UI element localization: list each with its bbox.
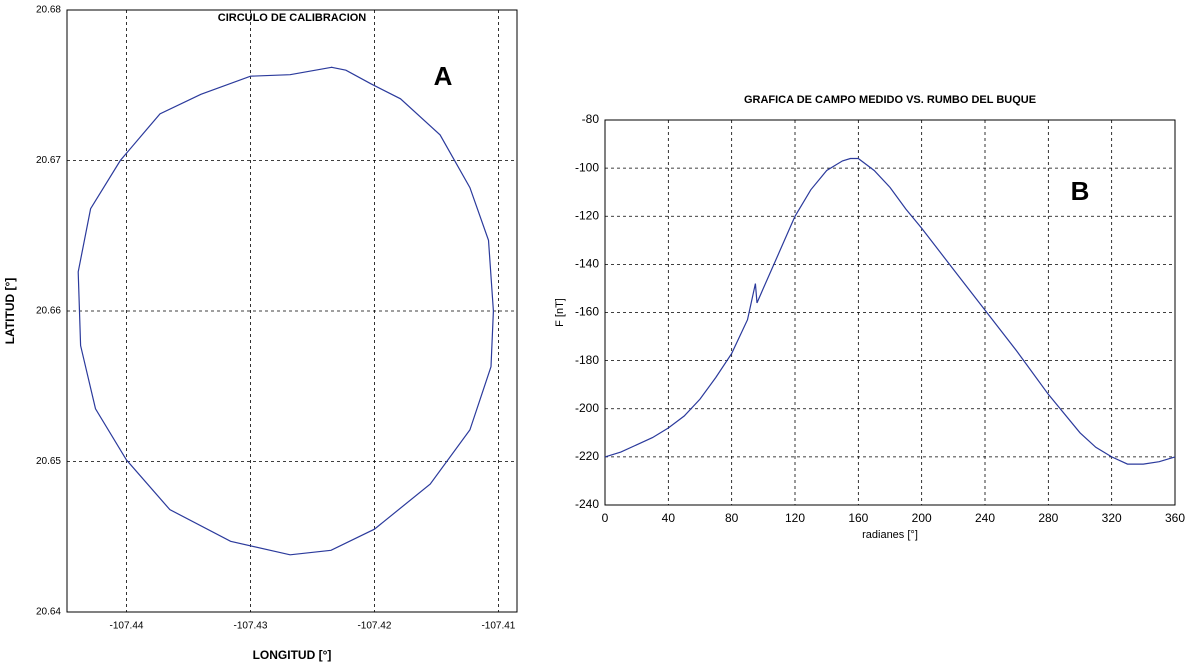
- chart-title: GRAFICA DE CAMPO MEDIDO VS. RUMBO DEL BU…: [744, 94, 1036, 106]
- y-tick-label: -80: [582, 112, 600, 126]
- y-tick-label: -160: [575, 305, 599, 319]
- x-axis-label: radianes [°]: [862, 529, 918, 541]
- annotation: A: [434, 61, 453, 91]
- y-axis-label: F [nT]: [554, 298, 566, 327]
- x-tick-label: 40: [662, 511, 676, 525]
- chart: 0 40 80 120 160 200 240 280 320 360 -240 -220 -200 -1…: [554, 94, 1185, 541]
- x-tick-label: -107.42: [357, 621, 391, 632]
- annotation: B: [1071, 176, 1090, 206]
- x-tick-label: 160: [848, 511, 868, 525]
- x-tick-label: 360: [1165, 511, 1185, 525]
- x-tick-label: 80: [725, 511, 739, 525]
- y-tick-label: -220: [575, 449, 599, 463]
- y-axis-label: LATITUD [°]: [3, 278, 17, 345]
- data-line: [604, 157, 1176, 465]
- chart: -107.44 -107.43 -107.42 -107.41 20.64 20.65 20…: [3, 5, 518, 662]
- x-axis-label: LONGITUD [°]: [253, 648, 332, 662]
- x-tick-label: 0: [602, 511, 609, 525]
- y-tick-label: 20.66: [36, 306, 61, 317]
- y-tick-label: -140: [575, 257, 599, 271]
- y-tick-label: 20.68: [36, 5, 61, 16]
- y-tick-label: -200: [575, 401, 599, 415]
- x-tick-label: -107.41: [481, 621, 515, 632]
- y-tick-label: -180: [575, 353, 599, 367]
- y-tick-label: 20.67: [36, 155, 61, 166]
- x-tick-label: 200: [912, 511, 932, 525]
- y-tick-label: -240: [575, 497, 599, 511]
- y-tick-label: 20.64: [36, 607, 61, 618]
- y-tick-label: 20.65: [36, 456, 61, 467]
- x-tick-label: -107.43: [234, 621, 268, 632]
- data-line: [77, 66, 495, 556]
- x-tick-label: 240: [975, 511, 995, 525]
- x-tick-label: 120: [785, 511, 805, 525]
- x-tick-label: 320: [1102, 511, 1122, 525]
- x-tick-label: 280: [1038, 511, 1058, 525]
- chart-title: CIRCULO DE CALIBRACION: [218, 12, 367, 24]
- y-tick-label: -120: [575, 208, 599, 222]
- y-tick-label: -100: [575, 160, 599, 174]
- x-tick-label: -107.44: [110, 621, 144, 632]
